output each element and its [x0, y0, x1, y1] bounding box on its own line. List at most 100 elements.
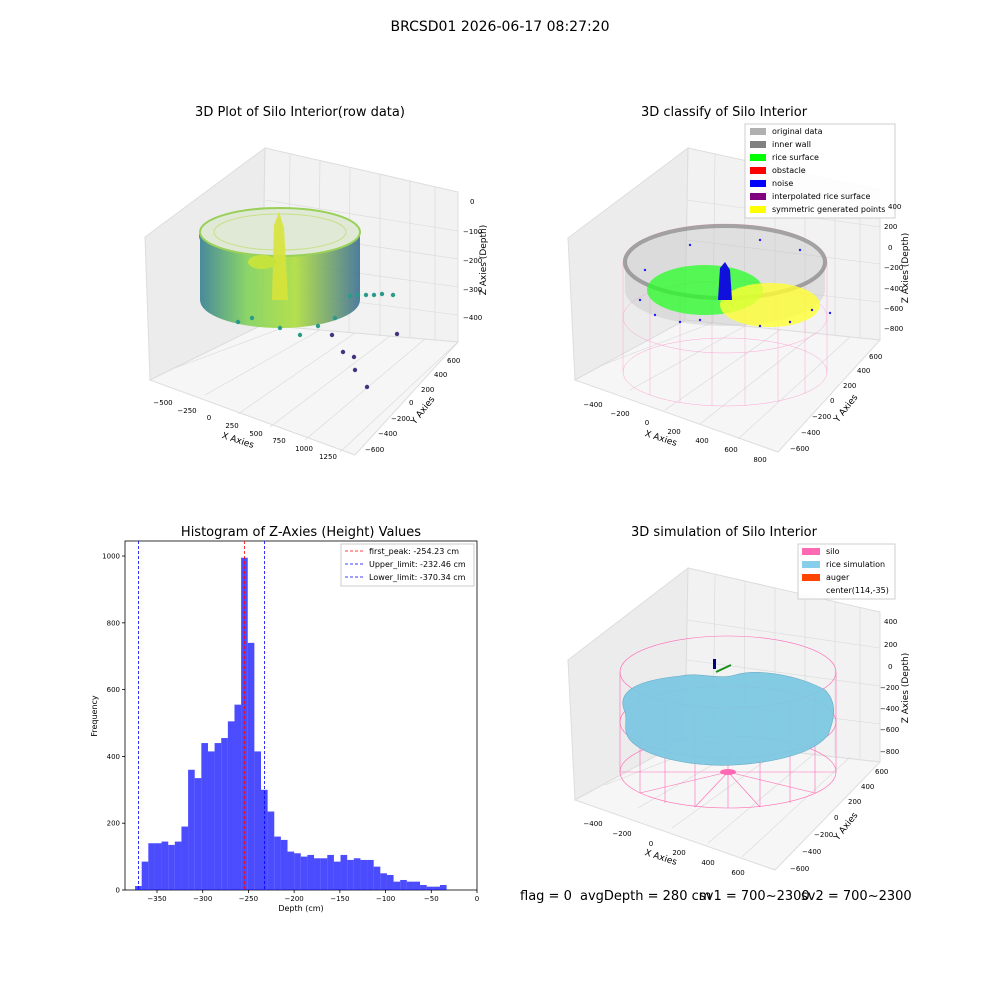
histogram-bar [154, 843, 162, 890]
svg-text:−200: −200 [610, 410, 629, 418]
sv2-readout: sv2 = 700~2300 [801, 889, 912, 904]
legend-swatch [750, 180, 766, 187]
panel-raw-title: 3D Plot of Silo Interior(row data) [195, 105, 405, 120]
legend-swatch [802, 548, 820, 555]
histogram-bar [234, 704, 242, 890]
svg-text:400: 400 [861, 783, 874, 791]
svg-text:400: 400 [857, 367, 870, 375]
histogram-bar [320, 858, 328, 890]
silo-bottom-center [720, 769, 736, 775]
svg-text:400: 400 [695, 437, 708, 445]
panel-classify-ylabel: Y Axies [832, 393, 861, 426]
legend-swatch [802, 574, 820, 581]
svg-text:200: 200 [421, 386, 434, 394]
legend-label: obstacle [772, 166, 806, 175]
panel-classify-points [622, 223, 832, 407]
legend-entry: original data [750, 127, 823, 136]
panel-classify-y-ticks: −600 −400 −200 0 200 400 600 [790, 353, 882, 453]
svg-text:400: 400 [884, 618, 897, 626]
legend-entry: auger [802, 573, 850, 582]
avg-depth-readout: avgDepth = 280 cm [580, 889, 712, 904]
panel-raw-y-ticks: −600 −400 −200 0 200 400 600 [365, 357, 460, 454]
rice-simulation-surface [622, 672, 834, 766]
svg-text:200: 200 [848, 798, 861, 806]
histogram-bar [300, 856, 308, 890]
histogram-panel: Histogram of Z-Axies (Height) Values −35… [90, 525, 479, 913]
panel-raw-cylinder [198, 207, 400, 390]
panel-simulation-y-ticks: −600 −400 −200 0 200 400 600 [790, 768, 888, 873]
svg-text:600: 600 [731, 869, 744, 877]
svg-text:200: 200 [667, 428, 680, 436]
svg-text:−800: −800 [884, 325, 903, 333]
legend-swatch [750, 193, 766, 200]
svg-text:−600: −600 [884, 305, 903, 313]
histogram-bar [194, 778, 202, 890]
svg-text:0: 0 [888, 244, 892, 252]
histogram-bar [267, 811, 275, 890]
histogram-bar [141, 861, 149, 890]
histogram-x-tick-label: −300 [193, 895, 212, 903]
svg-text:−200: −200 [880, 684, 899, 692]
histogram-legend: first_peak: -254.23 cm Upper_limit: -232.… [340, 543, 475, 587]
svg-text:0: 0 [830, 397, 834, 405]
auger-icon [713, 659, 732, 673]
histogram-bar [333, 861, 341, 890]
legend-label: silo [826, 547, 840, 556]
flag-readout: flag = 0 [520, 889, 572, 904]
svg-text:0: 0 [834, 814, 838, 822]
svg-text:−800: −800 [880, 748, 899, 756]
svg-text:−500: −500 [153, 399, 172, 407]
legend-entry: noise [750, 179, 793, 188]
histogram-bar [380, 873, 387, 890]
panel-raw-zlabel: Z Axies (Depth) [479, 225, 489, 296]
svg-text:1250: 1250 [319, 453, 337, 461]
histogram-y-ticks: 0 200 400 600 800 1000 [102, 553, 125, 895]
histogram-y-tick-label: 200 [107, 820, 120, 828]
histogram-ylabel: Frequency [90, 695, 99, 737]
histogram-bar [426, 886, 434, 890]
legend-label: rice simulation [826, 560, 885, 569]
histogram-bar [148, 843, 155, 890]
histogram-y-tick-label: 800 [107, 619, 120, 627]
histogram-bar [347, 859, 354, 890]
legend-label: center(114,-35) [826, 586, 889, 595]
histogram-y-tick-label: 0 [116, 887, 120, 895]
histogram-bar [400, 879, 407, 890]
svg-text:−400: −400 [802, 848, 821, 856]
panel-simulation-x-ticks: −400 −200 0 200 400 600 [583, 820, 744, 877]
legend-label: interpolated rice surface [772, 192, 870, 201]
histogram-x-tick-label: −150 [330, 895, 349, 903]
panel-raw: 3D Plot of Silo Interior(row data) [144, 105, 489, 461]
svg-text:−400: −400 [880, 705, 899, 713]
histogram-x-tick-label: −200 [285, 895, 304, 903]
legend-label: auger [826, 573, 850, 582]
histogram-bar [174, 841, 182, 890]
svg-text:200: 200 [884, 223, 897, 231]
svg-text:−600: −600 [365, 446, 384, 454]
svg-text:750: 750 [272, 437, 285, 445]
svg-text:−200: −200 [463, 257, 482, 265]
histogram-bar [420, 884, 427, 890]
panel-classify-x-ticks: −400 −200 0 200 400 600 800 [583, 401, 766, 464]
svg-text:−400: −400 [378, 430, 397, 438]
legend-entry: interpolated rice surface [750, 192, 870, 201]
histogram-bar [353, 858, 361, 890]
legend-entry: rice simulation [802, 560, 885, 569]
sv1-readout: sv1 = 700~2300 [699, 889, 810, 904]
legend-swatch [750, 128, 766, 135]
legend-label: rice surface [772, 153, 819, 162]
legend-swatch [750, 141, 766, 148]
panel-classify-legend: original data inner wall rice surface ob… [744, 123, 896, 219]
legend-label: symmetric generated points [772, 205, 885, 214]
svg-text:−200: −200 [391, 415, 410, 423]
svg-text:600: 600 [869, 353, 882, 361]
svg-text:−100: −100 [463, 228, 482, 236]
histogram-bar [294, 853, 301, 890]
histogram-x-tick-label: −250 [239, 895, 258, 903]
legend-entry: silo [802, 547, 840, 556]
svg-text:600: 600 [724, 446, 737, 454]
histogram-bar [439, 884, 447, 890]
histogram-x-tick-label: −100 [376, 895, 395, 903]
svg-text:400: 400 [701, 859, 714, 867]
